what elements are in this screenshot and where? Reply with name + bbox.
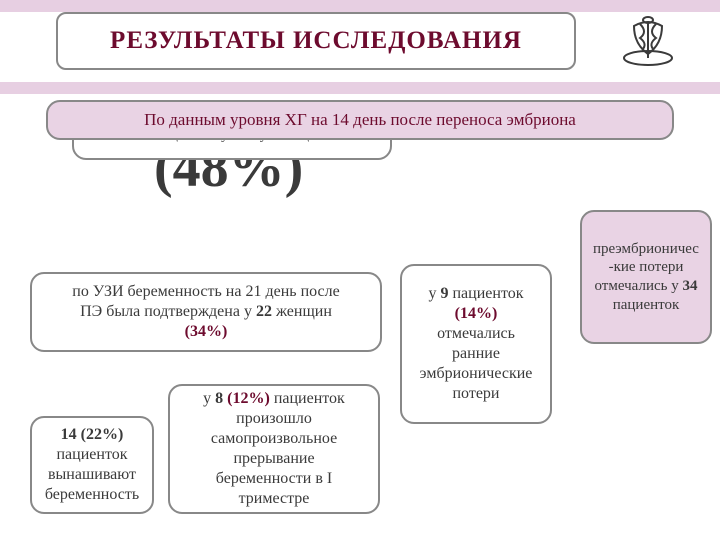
uzi-22: 22 bbox=[256, 303, 272, 320]
nine-l5: эмбрионические bbox=[420, 365, 533, 382]
pre-l4: пациенток bbox=[613, 297, 680, 313]
pre-l1: преэмбрионичес bbox=[593, 241, 699, 257]
uzi-l2b: женщин bbox=[272, 303, 332, 320]
pre-l2: -кие потери bbox=[609, 259, 684, 275]
eight-l1b: пациенток bbox=[270, 390, 345, 407]
top-stripe bbox=[0, 0, 720, 12]
nine-pct: (14%) bbox=[455, 305, 498, 322]
medical-logo-icon bbox=[618, 10, 678, 70]
eight-l4: прерывание bbox=[233, 450, 314, 467]
fourteen-l3: вынашивают bbox=[48, 466, 136, 483]
page-title: РЕЗУЛЬТАТЫ ИССЛЕДОВАНИЯ bbox=[110, 27, 522, 55]
content-area: имплантация наступила у 31 пациентки По … bbox=[0, 82, 720, 540]
nine-l1a: у bbox=[428, 285, 440, 302]
title-box: РЕЗУЛЬТАТЫ ИССЛЕДОВАНИЯ bbox=[56, 12, 576, 70]
eight-8: 8 bbox=[215, 390, 227, 407]
uzi-box: по УЗИ беременность на 21 день после ПЭ … bbox=[30, 272, 382, 352]
header: РЕЗУЛЬТАТЫ ИССЛЕДОВАНИЯ bbox=[0, 0, 720, 82]
uzi-l1: по УЗИ беременность на 21 день после bbox=[72, 283, 339, 300]
eight-box: у 8 (12%) пациенток произошло самопроизв… bbox=[168, 384, 380, 514]
nine-l3: отмечались bbox=[437, 325, 515, 342]
nine-l4: ранние bbox=[452, 345, 500, 362]
fourteen-l2: пациенток bbox=[56, 446, 127, 463]
uzi-pct: (34%) bbox=[185, 323, 228, 340]
fourteen-l1: 14 (22%) bbox=[61, 426, 124, 443]
nine-l1b: пациенток bbox=[448, 285, 523, 302]
eight-l1a: у bbox=[203, 390, 215, 407]
pre-34: 34 bbox=[682, 278, 697, 294]
uzi-l2a: ПЭ была подтверждена у bbox=[80, 303, 256, 320]
preembryonic-box: преэмбрионичес -кие потери отмечались у … bbox=[580, 210, 712, 344]
subtitle-box: По данным уровня ХГ на 14 день после пер… bbox=[46, 100, 674, 140]
fourteen-l4: беременность bbox=[45, 486, 139, 503]
nine-box: у 9 пациенток (14%) отмечались ранние эм… bbox=[400, 264, 552, 424]
eight-l6: триместре bbox=[239, 490, 310, 507]
eight-pct: (12%) bbox=[227, 390, 270, 407]
pre-l3a: отмечались у bbox=[595, 278, 683, 294]
eight-l2: произошло bbox=[236, 410, 312, 427]
subtitle-text: По данным уровня ХГ на 14 день после пер… bbox=[144, 109, 576, 130]
eight-l5: беременности в I bbox=[216, 470, 332, 487]
fourteen-box: 14 (22%) пациенток вынашивают беременнос… bbox=[30, 416, 154, 514]
eight-l3: самопроизвольное bbox=[211, 430, 337, 447]
nine-l6: потери bbox=[452, 385, 499, 402]
